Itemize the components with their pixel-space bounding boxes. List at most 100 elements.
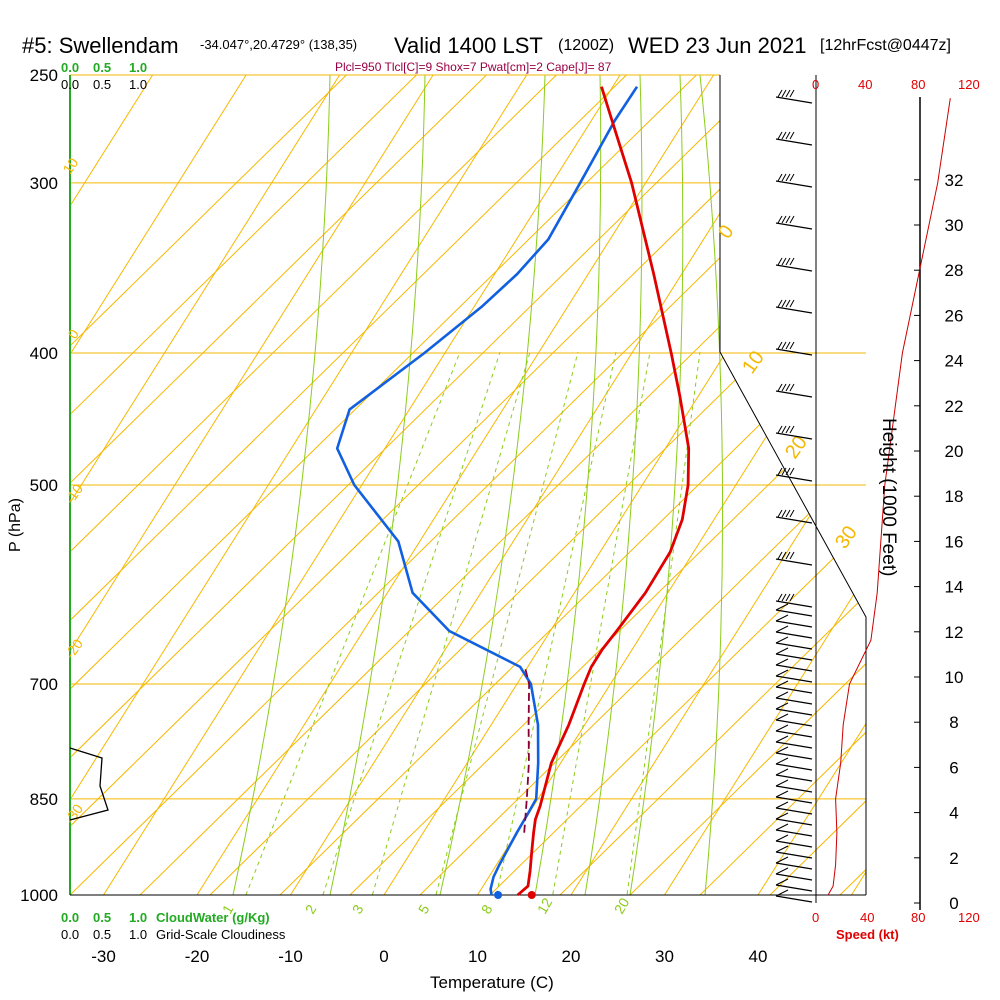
wind-barb-flag: [775, 647, 789, 655]
wind-barb-staff: [775, 664, 813, 672]
cloudwater-scale-top-2: 1.0: [129, 60, 147, 75]
wind-barb-staff: [775, 686, 813, 694]
surface-dewpoint-dot: [494, 891, 503, 899]
wind-barb-staff: [775, 180, 813, 188]
height-tick-label: 6: [949, 758, 958, 777]
wind-barb-staff: [775, 708, 813, 716]
wind-barb-staff: [775, 840, 813, 848]
speed-label: Speed (kt): [836, 927, 899, 942]
isotherm: [757, 75, 866, 895]
wind-barb: [775, 713, 813, 727]
wind-barb-flag: [789, 173, 795, 182]
cloudiness-scale-top-1: 0.5: [93, 77, 111, 92]
wind-barb-flag: [775, 867, 789, 875]
wind-barb: [775, 724, 813, 738]
dry-adiabat-label: -30: [61, 801, 86, 827]
pressure-tick-label: 300: [30, 174, 58, 193]
wind-barb: [775, 746, 813, 760]
wind-barb-flag: [789, 467, 795, 476]
wind-barb-flag: [789, 593, 795, 602]
height-tick-label: 32: [945, 171, 964, 190]
wind-barb-staff: [775, 719, 813, 727]
wind-barb-flag: [777, 551, 783, 560]
wind-barb: [775, 593, 813, 608]
speed-tick-top-2: 80: [911, 77, 925, 92]
wind-barb-flag: [785, 215, 791, 224]
dry-adiabat: [70, 75, 347, 895]
wind-barb-flag: [789, 551, 795, 560]
wind-barb-flag: [781, 341, 787, 350]
wind-barb-flag: [785, 383, 791, 392]
x-tick-label: 0: [379, 947, 388, 966]
cloudiness-scale-bottom-0: 0.0: [61, 927, 79, 942]
station-coords: -34.047°,20.4729° (138,35): [200, 37, 357, 52]
wind-barb: [775, 603, 813, 617]
pressure-tick-label: 1000: [20, 886, 58, 905]
wind-barb: [775, 341, 813, 356]
speed-tick-top-1: 40: [858, 77, 872, 92]
wind-speed-line: [827, 98, 951, 896]
wind-barb-flag: [789, 131, 795, 140]
wind-barb-staff: [775, 348, 813, 356]
mixing-ratio-line: [239, 351, 461, 895]
wind-barb: [775, 779, 813, 793]
wind-barb-flag: [775, 713, 789, 721]
wind-barb-flag: [777, 467, 783, 476]
wind-barb: [775, 768, 813, 782]
forecast-date: WED 23 Jun 2021: [628, 33, 807, 58]
wind-barb-staff: [775, 741, 813, 749]
clipped-grid: [70, 75, 866, 895]
wind-barb-flag: [777, 173, 783, 182]
wind-barb-flag: [777, 257, 783, 266]
wind-barb-flag: [777, 509, 783, 518]
speed-tick-top-3: 120: [958, 77, 980, 92]
wind-barb-flag: [781, 425, 787, 434]
wind-barb-flag: [777, 215, 783, 224]
cloudwater-scale-bottom-2: 1.0: [129, 910, 147, 925]
x-tick-label: 10: [468, 947, 487, 966]
wind-barb-flag: [781, 257, 787, 266]
wind-barb: [775, 845, 813, 859]
wind-barb-staff: [775, 516, 813, 524]
wind-barb-flag: [775, 669, 789, 677]
wind-barb-flag: [785, 89, 791, 98]
mixing-ratio-line: [549, 351, 651, 895]
wind-barb-staff: [775, 390, 813, 398]
wind-barb-flag: [775, 779, 789, 787]
dry-adiabat: [70, 75, 417, 895]
axes: -30 -20 -10 0 10 20 30 402503004005007008501000…: [20, 66, 963, 966]
cloudwater-scale-bottom-0: 0.0: [61, 910, 79, 925]
wind-barb: [775, 173, 813, 188]
height-axis-title: Height (1000 Feet): [878, 418, 899, 576]
wind-barb: [775, 735, 813, 749]
isotherm: [70, 75, 247, 895]
temperature-line: [516, 86, 691, 897]
wind-barb-staff: [775, 264, 813, 272]
wind-barb-flag: [781, 551, 787, 560]
wind-barb: [775, 856, 813, 870]
cloudwater-scale-top-0: 0.0: [61, 60, 79, 75]
station-title: #5: Swellendam: [22, 33, 179, 58]
wind-barb-staff: [775, 306, 813, 314]
x-tick-label: 30: [655, 947, 674, 966]
wind-barb-flag: [775, 614, 789, 622]
wind-barb: [775, 131, 813, 146]
wind-barb: [775, 834, 813, 848]
mixing-ratio-line: [431, 351, 579, 895]
wind-barb-flag: [775, 636, 789, 644]
wind-barb-staff: [775, 474, 813, 482]
wind-barb-flag: [777, 593, 783, 602]
dry-adiabat-label: 30: [831, 522, 862, 553]
mixing-ratio-label: 12: [534, 895, 556, 917]
wind-barb-flag: [785, 299, 791, 308]
wind-barb: [775, 647, 813, 661]
pressure-tick-label: 400: [30, 344, 58, 363]
wind-barb-staff: [775, 96, 813, 104]
wind-barb-flag: [775, 889, 789, 897]
stability-indices: Plcl=950 Tlcl[C]=9 Shox=7 Pwat[cm]=2 Cap…: [335, 60, 612, 74]
wind-barb-staff: [775, 653, 813, 661]
utc-time: (1200Z): [558, 37, 614, 54]
wind-barb: [775, 658, 813, 672]
wind-barb: [775, 757, 813, 771]
wind-barb-staff: [775, 620, 813, 628]
